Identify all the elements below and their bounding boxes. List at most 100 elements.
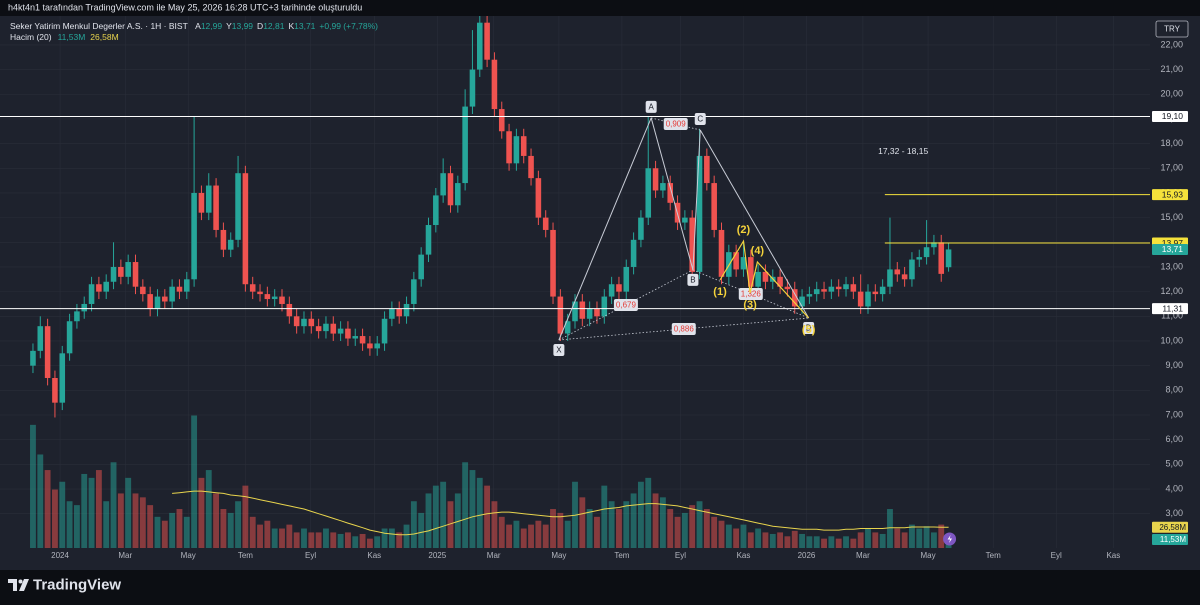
- candle-body: [791, 289, 798, 307]
- pattern-point-label: A: [649, 103, 655, 112]
- volume-bar: [733, 528, 740, 548]
- candle-body: [271, 296, 278, 300]
- pattern-point-label: C: [697, 115, 703, 124]
- volume-bar: [132, 493, 139, 548]
- volume-bar: [755, 528, 762, 548]
- candle-body: [484, 22, 490, 60]
- candle-body: [359, 336, 366, 344]
- candle-body: [337, 328, 344, 334]
- volume-bar: [923, 526, 930, 548]
- candle-body: [279, 296, 285, 304]
- x-tick-label: Kas: [1106, 551, 1120, 560]
- volume-bar: [388, 528, 395, 548]
- volume-bar: [491, 501, 498, 548]
- candle-body: [777, 276, 783, 287]
- volume-bar: [337, 533, 344, 548]
- volume-bar: [396, 532, 403, 548]
- pattern-point-label: D: [806, 324, 812, 333]
- pattern-point-box: [553, 343, 565, 356]
- candle-body: [59, 353, 66, 403]
- alert-bolt: [947, 535, 953, 543]
- legend-title: Seker Yatirim Menkul Degerler A.S. · 1H …: [10, 21, 188, 31]
- candle-body: [118, 266, 124, 277]
- candle-body: [44, 326, 51, 378]
- legend-value: 12,99: [201, 21, 223, 31]
- wave-label: (3): [743, 299, 757, 311]
- x-tick-label: Mar: [856, 551, 870, 560]
- candle-body: [704, 155, 710, 184]
- logo: [8, 579, 29, 591]
- last-price-label: 13,71: [1162, 244, 1184, 254]
- volume-bar: [835, 538, 842, 548]
- candle-body: [81, 303, 88, 312]
- candle-body: [242, 173, 249, 285]
- legend-key: Y: [226, 21, 232, 31]
- candle-body: [542, 217, 549, 230]
- wave-label: (2): [737, 224, 751, 236]
- volume-bar: [418, 512, 425, 548]
- candle-body: [762, 271, 769, 282]
- volume-bar: [52, 489, 58, 548]
- pattern-point-label: B: [690, 276, 695, 285]
- candle-body: [718, 229, 725, 277]
- volume-bar: [930, 532, 937, 548]
- volume-bar: [740, 524, 747, 548]
- volume-bar: [916, 528, 923, 548]
- volume-bar: [513, 520, 520, 548]
- candle-body: [835, 286, 842, 290]
- candle-body: [191, 192, 197, 280]
- x-tick-label: Kas: [367, 551, 381, 560]
- legend-value: 13,99: [232, 21, 254, 31]
- volume-bar: [30, 424, 36, 548]
- volume-bar: [242, 485, 249, 548]
- volume-bar: [191, 415, 198, 548]
- currency-button[interactable]: [1155, 20, 1189, 38]
- volume-bar: [681, 512, 688, 548]
- volume-bar: [718, 520, 725, 548]
- volume-bar: [154, 516, 161, 548]
- candle-body: [894, 269, 901, 275]
- candle-body: [205, 185, 212, 213]
- volume-bar: [579, 497, 586, 548]
- x-tick-label: Tem: [614, 551, 629, 560]
- level-label: 13,97: [1162, 238, 1184, 248]
- legend: Seker Yatirim Menkul Degerler A.S. · 1H …: [10, 21, 378, 31]
- candle-body: [403, 303, 410, 317]
- x-tick-label: 2025: [428, 551, 446, 560]
- overlay: 3,00 4,00 5,00 6,00 7,00 8,00 9,00 10,00 11,00 12…: [10, 21, 1188, 560]
- volume-bar: [139, 497, 146, 548]
- last-price-box: [1152, 243, 1188, 255]
- volume-bar: [249, 516, 256, 548]
- x-tick-label: Tem: [238, 551, 253, 560]
- volume-bar: [330, 532, 337, 548]
- volume-bar: [161, 520, 168, 548]
- volume-bar: [315, 532, 322, 548]
- candle-body: [330, 323, 337, 334]
- volume-bar: [66, 501, 73, 548]
- y-tick-label: 10,00: [1160, 335, 1183, 345]
- volume-bar: [872, 532, 879, 548]
- volume-bar: [667, 509, 674, 548]
- candle-body: [638, 217, 644, 240]
- candle-body: [784, 286, 791, 290]
- volume-bar: [799, 533, 805, 548]
- pattern-point-box: [694, 113, 706, 126]
- volume-bar: [462, 462, 469, 548]
- logo-dot: [18, 579, 23, 584]
- volume-bar: [725, 524, 732, 548]
- y-tick-label: 17,00: [1160, 163, 1183, 173]
- pattern-leg: [558, 117, 652, 341]
- candle-body: [799, 296, 805, 307]
- candle-body: [352, 336, 359, 339]
- candle-body: [945, 249, 952, 268]
- candle-body: [66, 321, 73, 354]
- candle-body: [476, 22, 483, 70]
- candle-body: [850, 284, 857, 292]
- candle-body: [184, 279, 190, 292]
- candle-body: [440, 173, 446, 196]
- volume-bar: [220, 509, 227, 548]
- volume-bar: [37, 454, 44, 548]
- candle-body: [176, 286, 183, 292]
- x-tick-label: Tem: [986, 551, 1001, 560]
- volume-bar: [637, 481, 644, 548]
